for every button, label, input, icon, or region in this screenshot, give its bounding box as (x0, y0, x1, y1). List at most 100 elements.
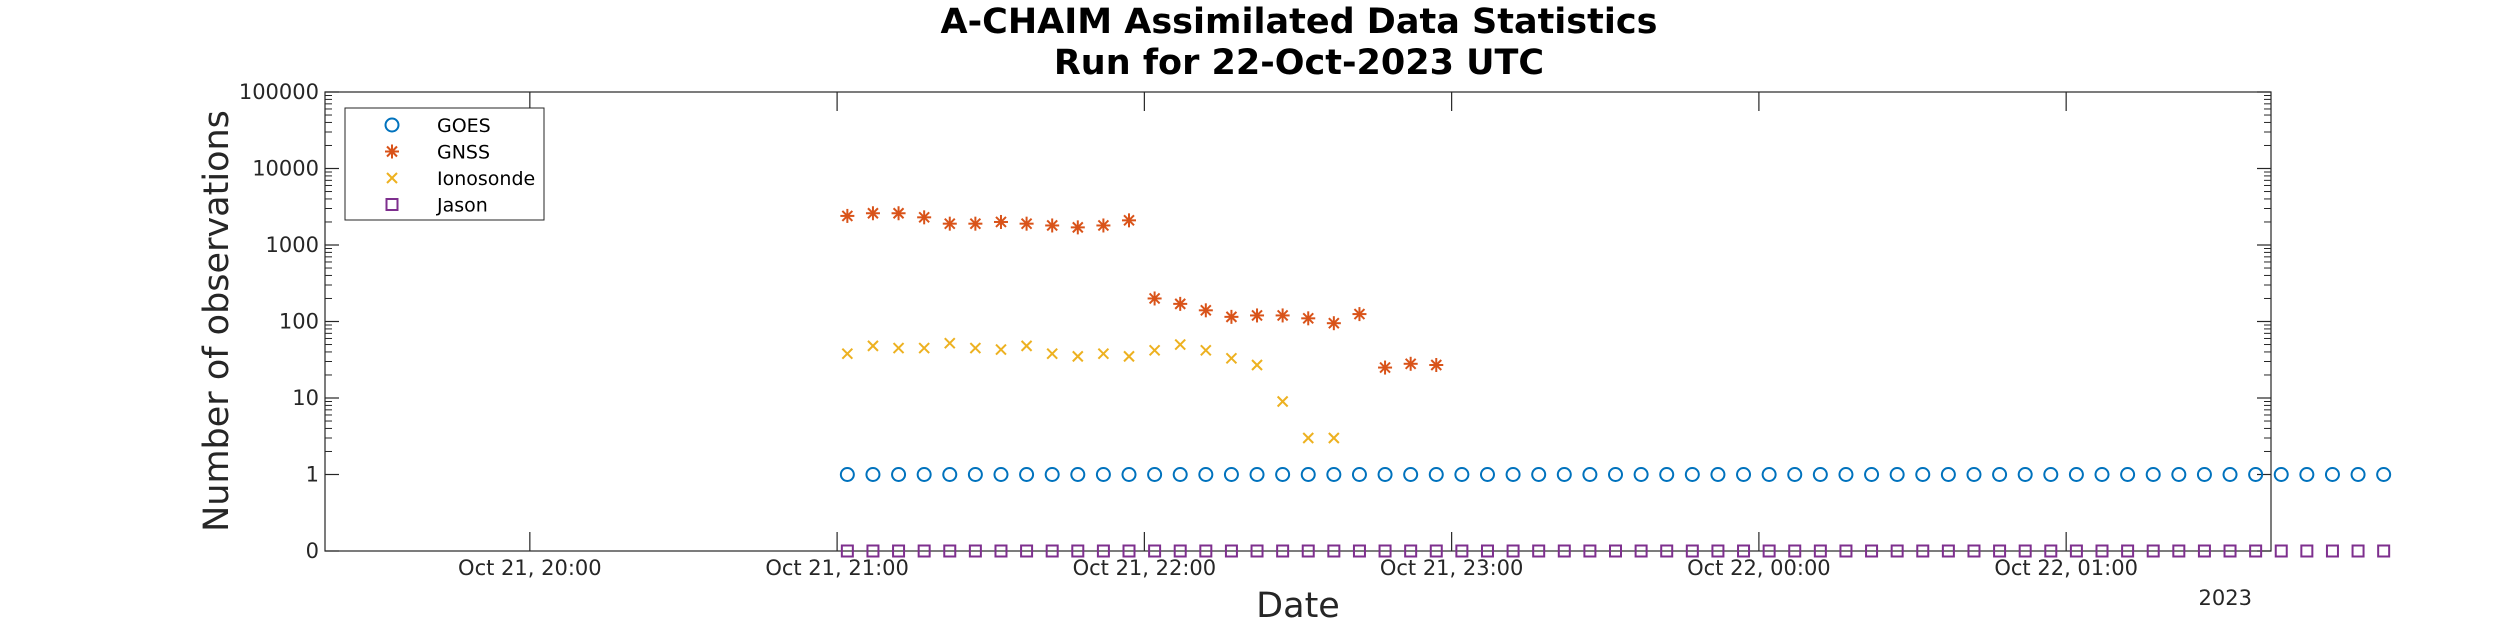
data-point (993, 214, 1008, 229)
x-tick-label: Oct 21, 23:00 (1380, 556, 1524, 580)
chart-subtitle: Run for 22-Oct-2023 UTC (1054, 43, 1544, 83)
data-point (2197, 544, 2211, 558)
data-point (1223, 467, 1239, 482)
data-point (1403, 467, 1419, 482)
data-point (2324, 467, 2340, 482)
legend-marker-ionosonde (386, 172, 398, 184)
data-point (1174, 338, 1186, 351)
data-point (1993, 544, 2007, 558)
data-point (1199, 544, 1213, 558)
series-ionosonde (841, 337, 1340, 444)
data-point (1659, 467, 1675, 482)
data-point (1378, 360, 1393, 375)
data-point (2043, 467, 2059, 482)
legend-label: Jason (436, 195, 488, 217)
data-point (943, 544, 957, 558)
legend-marker-goes (384, 117, 400, 133)
data-point (1250, 544, 1264, 558)
data-point (1582, 467, 1598, 482)
data-point (2044, 544, 2058, 558)
data-point (944, 337, 956, 349)
data-point (1839, 544, 1853, 558)
data-point (2377, 544, 2391, 558)
data-point (1812, 467, 1828, 482)
data-point (2273, 467, 2289, 482)
data-point (1225, 352, 1238, 365)
x-tick-label: Oct 22, 00:00 (1687, 556, 1831, 580)
data-point (2274, 544, 2288, 558)
data-point (1531, 467, 1547, 482)
data-point (1455, 544, 1469, 558)
data-point (1276, 395, 1289, 408)
data-point (1480, 544, 1494, 558)
data-point (1121, 467, 1137, 482)
data-point (1173, 296, 1188, 311)
data-point (995, 343, 1007, 356)
data-point (1404, 544, 1418, 558)
data-point (1148, 544, 1162, 558)
data-point (917, 544, 931, 558)
data-point (2172, 544, 2186, 558)
data-point (1352, 307, 1367, 322)
legend-label: GOES (437, 115, 491, 137)
data-point (2248, 467, 2264, 482)
data-point (1506, 544, 1520, 558)
data-point (1940, 467, 1956, 482)
series-jason (840, 544, 2391, 558)
y-tick-label: 1000 (266, 233, 319, 257)
data-point (942, 216, 957, 231)
y-tick-label: 100000 (239, 80, 319, 104)
data-point (1865, 544, 1879, 558)
data-point (1096, 544, 1110, 558)
data-point (2146, 544, 2160, 558)
x-axis-label: Date (1256, 586, 1340, 625)
data-point (1044, 467, 1060, 482)
data-point (1198, 303, 1213, 318)
x-tick-label: Oct 21, 20:00 (458, 556, 602, 580)
data-point (1556, 467, 1572, 482)
x-tick-label: Oct 22, 01:00 (1994, 556, 2138, 580)
data-point (968, 544, 982, 558)
legend-items: GOES GNSS Ionosonde Jason (384, 115, 535, 217)
data-point (1992, 467, 2008, 482)
data-point (1352, 544, 1366, 558)
legend: GOES GNSS Ionosonde Jason (344, 107, 545, 221)
data-point (1250, 308, 1265, 323)
legend-marker-jason (385, 198, 399, 211)
data-point (1609, 544, 1623, 558)
data-point (1275, 308, 1290, 323)
data-point (1326, 467, 1342, 482)
y-tick-label: 10 (292, 386, 319, 410)
legend-marker-gnss (385, 144, 399, 159)
data-point (892, 544, 906, 558)
data-point (1224, 309, 1239, 324)
data-point (840, 544, 854, 558)
data-point (2145, 467, 2161, 482)
data-point (1200, 344, 1212, 357)
data-point (1966, 467, 1982, 482)
data-point (1403, 356, 1418, 371)
data-point (1532, 544, 1546, 558)
data-point (1685, 544, 1699, 558)
y-axis-ticks: 0 1 10 100 1000 10000 100000 (239, 80, 2271, 563)
data-point (1916, 544, 1930, 558)
data-point (1020, 340, 1033, 352)
data-point (1788, 544, 1802, 558)
data-point (839, 467, 855, 482)
x-tick-label: Oct 21, 21:00 (765, 556, 909, 580)
data-point (865, 467, 881, 482)
series-gnss (840, 206, 1444, 375)
data-point (1327, 544, 1341, 558)
data-point (1761, 467, 1777, 482)
data-point (1072, 350, 1084, 363)
data-point (1710, 467, 1726, 482)
data-point (2069, 544, 2083, 558)
data-point (1251, 359, 1263, 371)
data-point (2068, 467, 2084, 482)
data-point (1070, 220, 1085, 235)
chart-title: A-CHAIM Assimilated Data Statistics (941, 2, 1658, 42)
data-point (1608, 467, 1624, 482)
data-point (1019, 467, 1035, 482)
data-point (2121, 544, 2135, 558)
